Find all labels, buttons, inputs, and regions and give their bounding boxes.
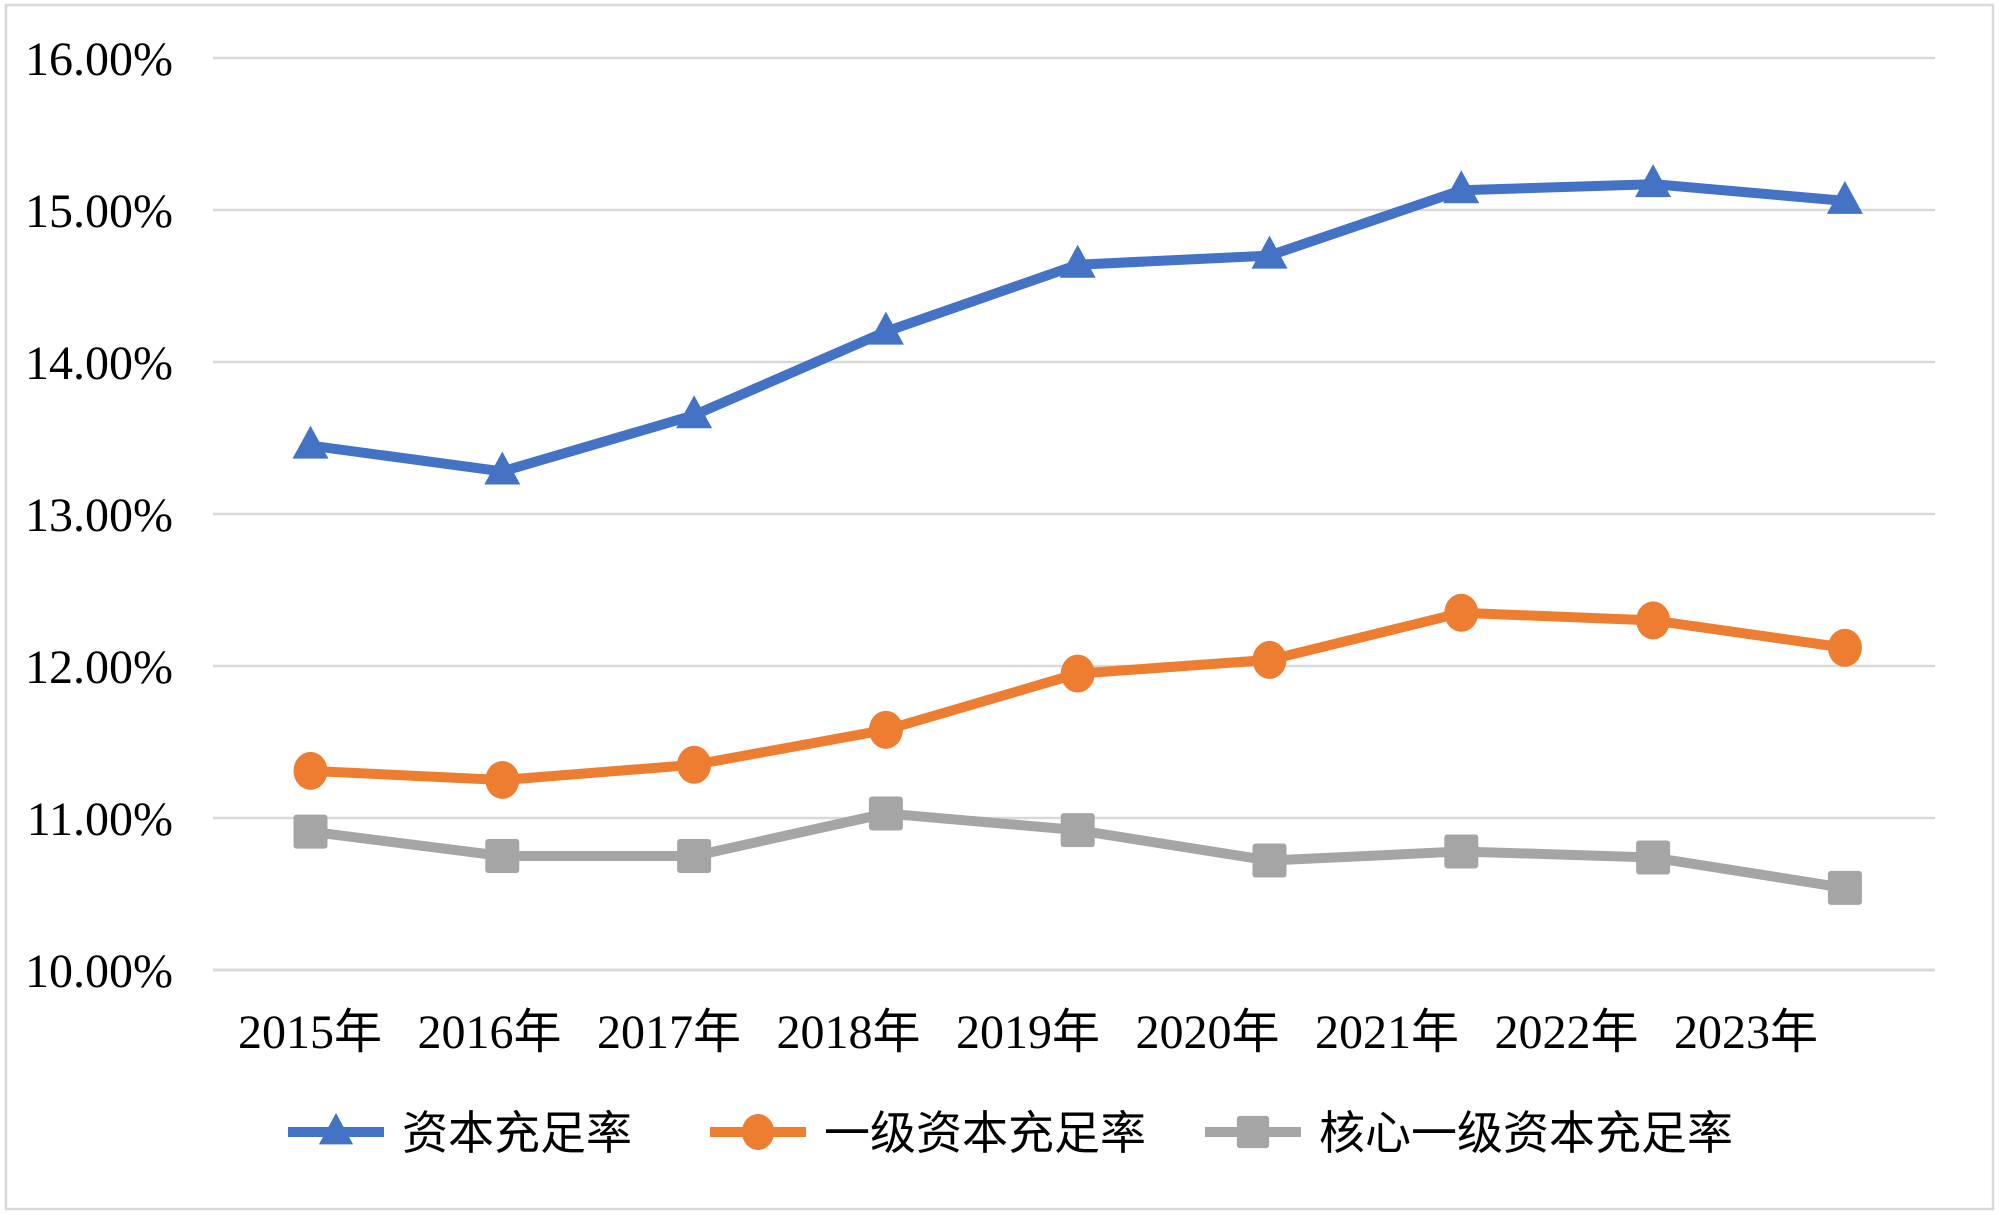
x-tick-label: 2022年 — [1494, 1006, 1638, 1059]
series-line — [305, 607, 1850, 785]
triangle-marker — [1251, 235, 1288, 269]
circle-marker — [868, 710, 903, 749]
y-tick-label: 12.00% — [25, 641, 173, 694]
square-marker — [1060, 813, 1095, 848]
triangle-marker — [676, 395, 713, 429]
square-marker — [1252, 843, 1287, 878]
triangle-marker — [484, 451, 521, 485]
x-tick-label: 2016年 — [417, 1006, 561, 1059]
legend-item: 资本充足率 — [288, 1108, 632, 1159]
circle-marker — [293, 751, 328, 790]
circle-marker — [1444, 593, 1479, 632]
square-marker — [293, 814, 328, 849]
figure-border — [4, 3, 1995, 1211]
triangle-marker — [1059, 244, 1096, 278]
circle-marker — [1827, 628, 1862, 667]
y-tick-label: 11.00% — [27, 793, 173, 846]
legend: 资本充足率 一级资本充足率 核心一级资本充足率 — [288, 1108, 1733, 1159]
circle-marker — [1060, 654, 1095, 693]
circle-marker — [485, 761, 520, 799]
series-核心一级资本充足率 — [293, 796, 1862, 905]
circle-marker — [1252, 640, 1287, 679]
x-tick-label: 2019年 — [956, 1006, 1100, 1059]
legend-item: 核心一级资本充足率 — [1205, 1108, 1733, 1159]
legend-label: 一级资本充足率 — [824, 1108, 1146, 1159]
square-marker — [868, 796, 903, 831]
triangle-marker — [867, 311, 904, 345]
square-marker — [677, 839, 712, 873]
square-marker — [1444, 834, 1479, 869]
triangle-marker — [292, 425, 329, 459]
circle-marker — [1636, 601, 1671, 640]
legend-label: 核心一级资本充足率 — [1319, 1108, 1733, 1159]
circle-marker — [741, 1113, 775, 1151]
legend-label: 资本充足率 — [402, 1108, 632, 1159]
x-tick-label: 2017年 — [597, 1006, 741, 1059]
triangle-marker — [1443, 170, 1480, 204]
x-tick-label: 2021年 — [1315, 1006, 1459, 1059]
y-tick-label: 14.00% — [25, 337, 173, 390]
square-marker — [1827, 870, 1862, 905]
x-tick-label: 2020年 — [1135, 1006, 1279, 1059]
series-line — [305, 179, 1850, 477]
square-marker — [485, 839, 520, 873]
y-tick-label: 13.00% — [25, 489, 173, 542]
triangle-marker — [1826, 180, 1863, 214]
x-tick-label: 2018年 — [776, 1006, 920, 1059]
legend-item: 一级资本充足率 — [710, 1108, 1146, 1159]
y-tick-label: 16.00% — [25, 33, 173, 86]
y-tick-label: 10.00% — [25, 945, 173, 998]
square-marker — [1636, 840, 1671, 875]
square-marker — [1236, 1115, 1270, 1149]
series-一级资本充足率 — [293, 593, 1862, 799]
triangle-marker — [318, 1113, 354, 1145]
x-tick-label: 2015年 — [238, 1006, 382, 1059]
y-tick-label: 15.00% — [25, 185, 173, 238]
x-tick-label: 2023年 — [1674, 1006, 1818, 1059]
circle-marker — [677, 745, 712, 784]
series-资本充足率 — [292, 164, 1863, 485]
triangle-marker — [1635, 164, 1672, 198]
